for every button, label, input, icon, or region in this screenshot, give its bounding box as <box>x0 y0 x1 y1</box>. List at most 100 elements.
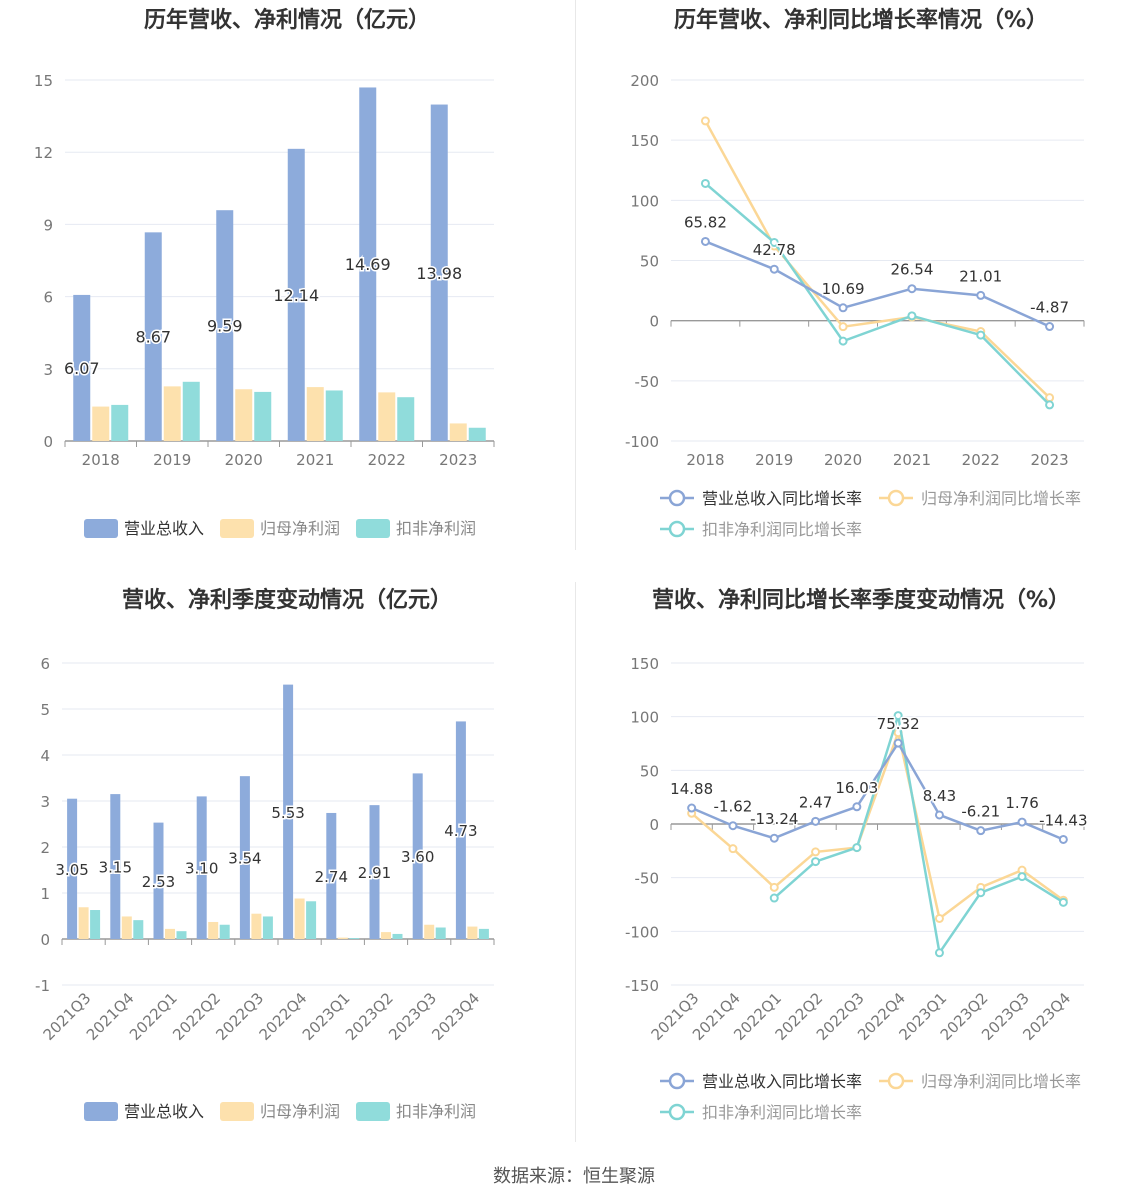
bar <box>176 931 187 939</box>
bar <box>182 381 200 441</box>
y-tick-label: 150 <box>630 132 659 150</box>
legend-marker <box>668 520 686 538</box>
data-label: 1.76 <box>1005 794 1038 812</box>
data-point <box>769 833 779 843</box>
legend-label: 营业总收入同比增长率 <box>702 1072 862 1091</box>
bar <box>73 294 91 441</box>
data-point <box>728 821 738 831</box>
data-point <box>1017 817 1027 827</box>
series-line <box>773 715 1065 957</box>
series-line <box>704 120 1051 399</box>
data-point <box>1058 834 1068 844</box>
bar <box>254 391 272 441</box>
chart-title: 历年营收、净利情况（亿元） <box>143 8 430 33</box>
data-label: 3.05 <box>55 861 88 879</box>
bar <box>165 928 175 939</box>
bar <box>287 148 305 441</box>
y-tick-label: -50 <box>635 870 660 888</box>
quarterly-growth-chart: 营收、净利同比增长率季度变动情况（%） -150 -100 -50 0 50 100 150… <box>574 580 1148 1150</box>
legend-marker <box>668 1072 686 1090</box>
data-label: 2.47 <box>799 793 832 811</box>
bar <box>90 910 101 939</box>
legend-swatch <box>356 1102 390 1121</box>
data-point <box>976 330 986 340</box>
y-tick-label: 0 <box>649 313 659 331</box>
legend-swatch <box>84 1102 118 1121</box>
series-line <box>704 240 1051 328</box>
y-tick-label: 2 <box>40 839 50 857</box>
bar <box>235 389 253 441</box>
y-tick-label: 0 <box>649 816 659 834</box>
data-point <box>700 178 710 188</box>
data-label: 9.59 <box>207 317 243 336</box>
legend-swatch <box>220 519 254 538</box>
data-point <box>769 893 779 903</box>
y-tick-label: 100 <box>630 192 659 210</box>
bar <box>378 392 396 441</box>
series-line <box>690 728 1065 921</box>
quarterly-amount-chart: 营收、净利季度变动情况（亿元） -1 0 1 2 3 4 5 6 2021Q3 2021Q4 202… <box>0 580 574 1150</box>
data-label: -13.24 <box>750 810 798 828</box>
bar <box>326 812 337 939</box>
divider <box>575 0 576 550</box>
x-tick-label: 2020 <box>824 451 862 469</box>
data-point <box>700 236 710 246</box>
series-line <box>704 182 1051 406</box>
y-tick-label: 50 <box>640 762 659 780</box>
x-tick-label: 2023 <box>439 451 477 469</box>
bar <box>359 87 377 441</box>
data-point <box>976 290 986 300</box>
data-label: 3.54 <box>228 850 261 868</box>
data-source: 数据来源：恒生聚源 <box>493 1166 655 1187</box>
data-point <box>1058 897 1068 907</box>
legend-label: 扣非净利润 <box>396 519 476 538</box>
bar <box>121 916 132 939</box>
y-tick-label: 6 <box>40 655 50 673</box>
divider <box>575 582 576 1142</box>
data-point <box>728 844 738 854</box>
data-point <box>907 311 917 321</box>
legend-marker <box>668 1103 686 1121</box>
x-tick-label: 2021 <box>893 451 931 469</box>
data-label: -14.43 <box>1039 811 1087 829</box>
bar <box>325 390 343 441</box>
data-point <box>700 116 710 126</box>
data-point <box>1017 872 1027 882</box>
data-point <box>769 264 779 274</box>
bar <box>78 907 89 939</box>
data-label: 5.53 <box>271 804 304 822</box>
data-point <box>838 322 848 332</box>
data-point <box>852 802 862 812</box>
bar <box>92 406 110 441</box>
y-tick-label: 12 <box>34 144 53 162</box>
y-tick-label: -1 <box>35 977 50 995</box>
annual-amount-svg: 0 3 6 9 12 15 2018 2019 2020 2021 2022 2023 6.07 8.67… <box>34 72 495 538</box>
legend-marker <box>887 1072 905 1090</box>
y-tick-label: 3 <box>43 361 53 379</box>
data-point <box>934 948 944 958</box>
data-label: 3.60 <box>401 848 434 866</box>
chart-title: 历年营收、净利同比增长率情况（%） <box>673 8 1049 33</box>
bar <box>144 232 162 441</box>
legend-label: 营业总收入 <box>124 519 204 538</box>
data-label: 4.73 <box>444 822 477 840</box>
bar <box>283 684 294 939</box>
y-tick-label: 4 <box>40 747 50 765</box>
data-label: 3.10 <box>185 860 218 878</box>
y-tick-label: 3 <box>40 793 50 811</box>
chart-title: 营收、净利同比增长率季度变动情况（%） <box>651 588 1071 613</box>
bar <box>455 721 466 939</box>
y-tick-label: 150 <box>630 655 659 673</box>
bar <box>196 796 207 939</box>
data-label: 6.07 <box>64 359 100 378</box>
data-point <box>907 284 917 294</box>
annual-amount-chart: 历年营收、净利情况（亿元） 0 3 6 9 12 15 2018 2019 2020 2021 20… <box>0 0 574 560</box>
bar <box>306 901 317 939</box>
bar <box>163 386 181 441</box>
bar <box>251 913 262 939</box>
bar <box>449 423 467 441</box>
bar <box>392 933 403 939</box>
legend-swatch <box>356 519 390 538</box>
data-label: 26.54 <box>890 261 933 279</box>
legend-label: 归母净利润同比增长率 <box>921 1072 1081 1091</box>
